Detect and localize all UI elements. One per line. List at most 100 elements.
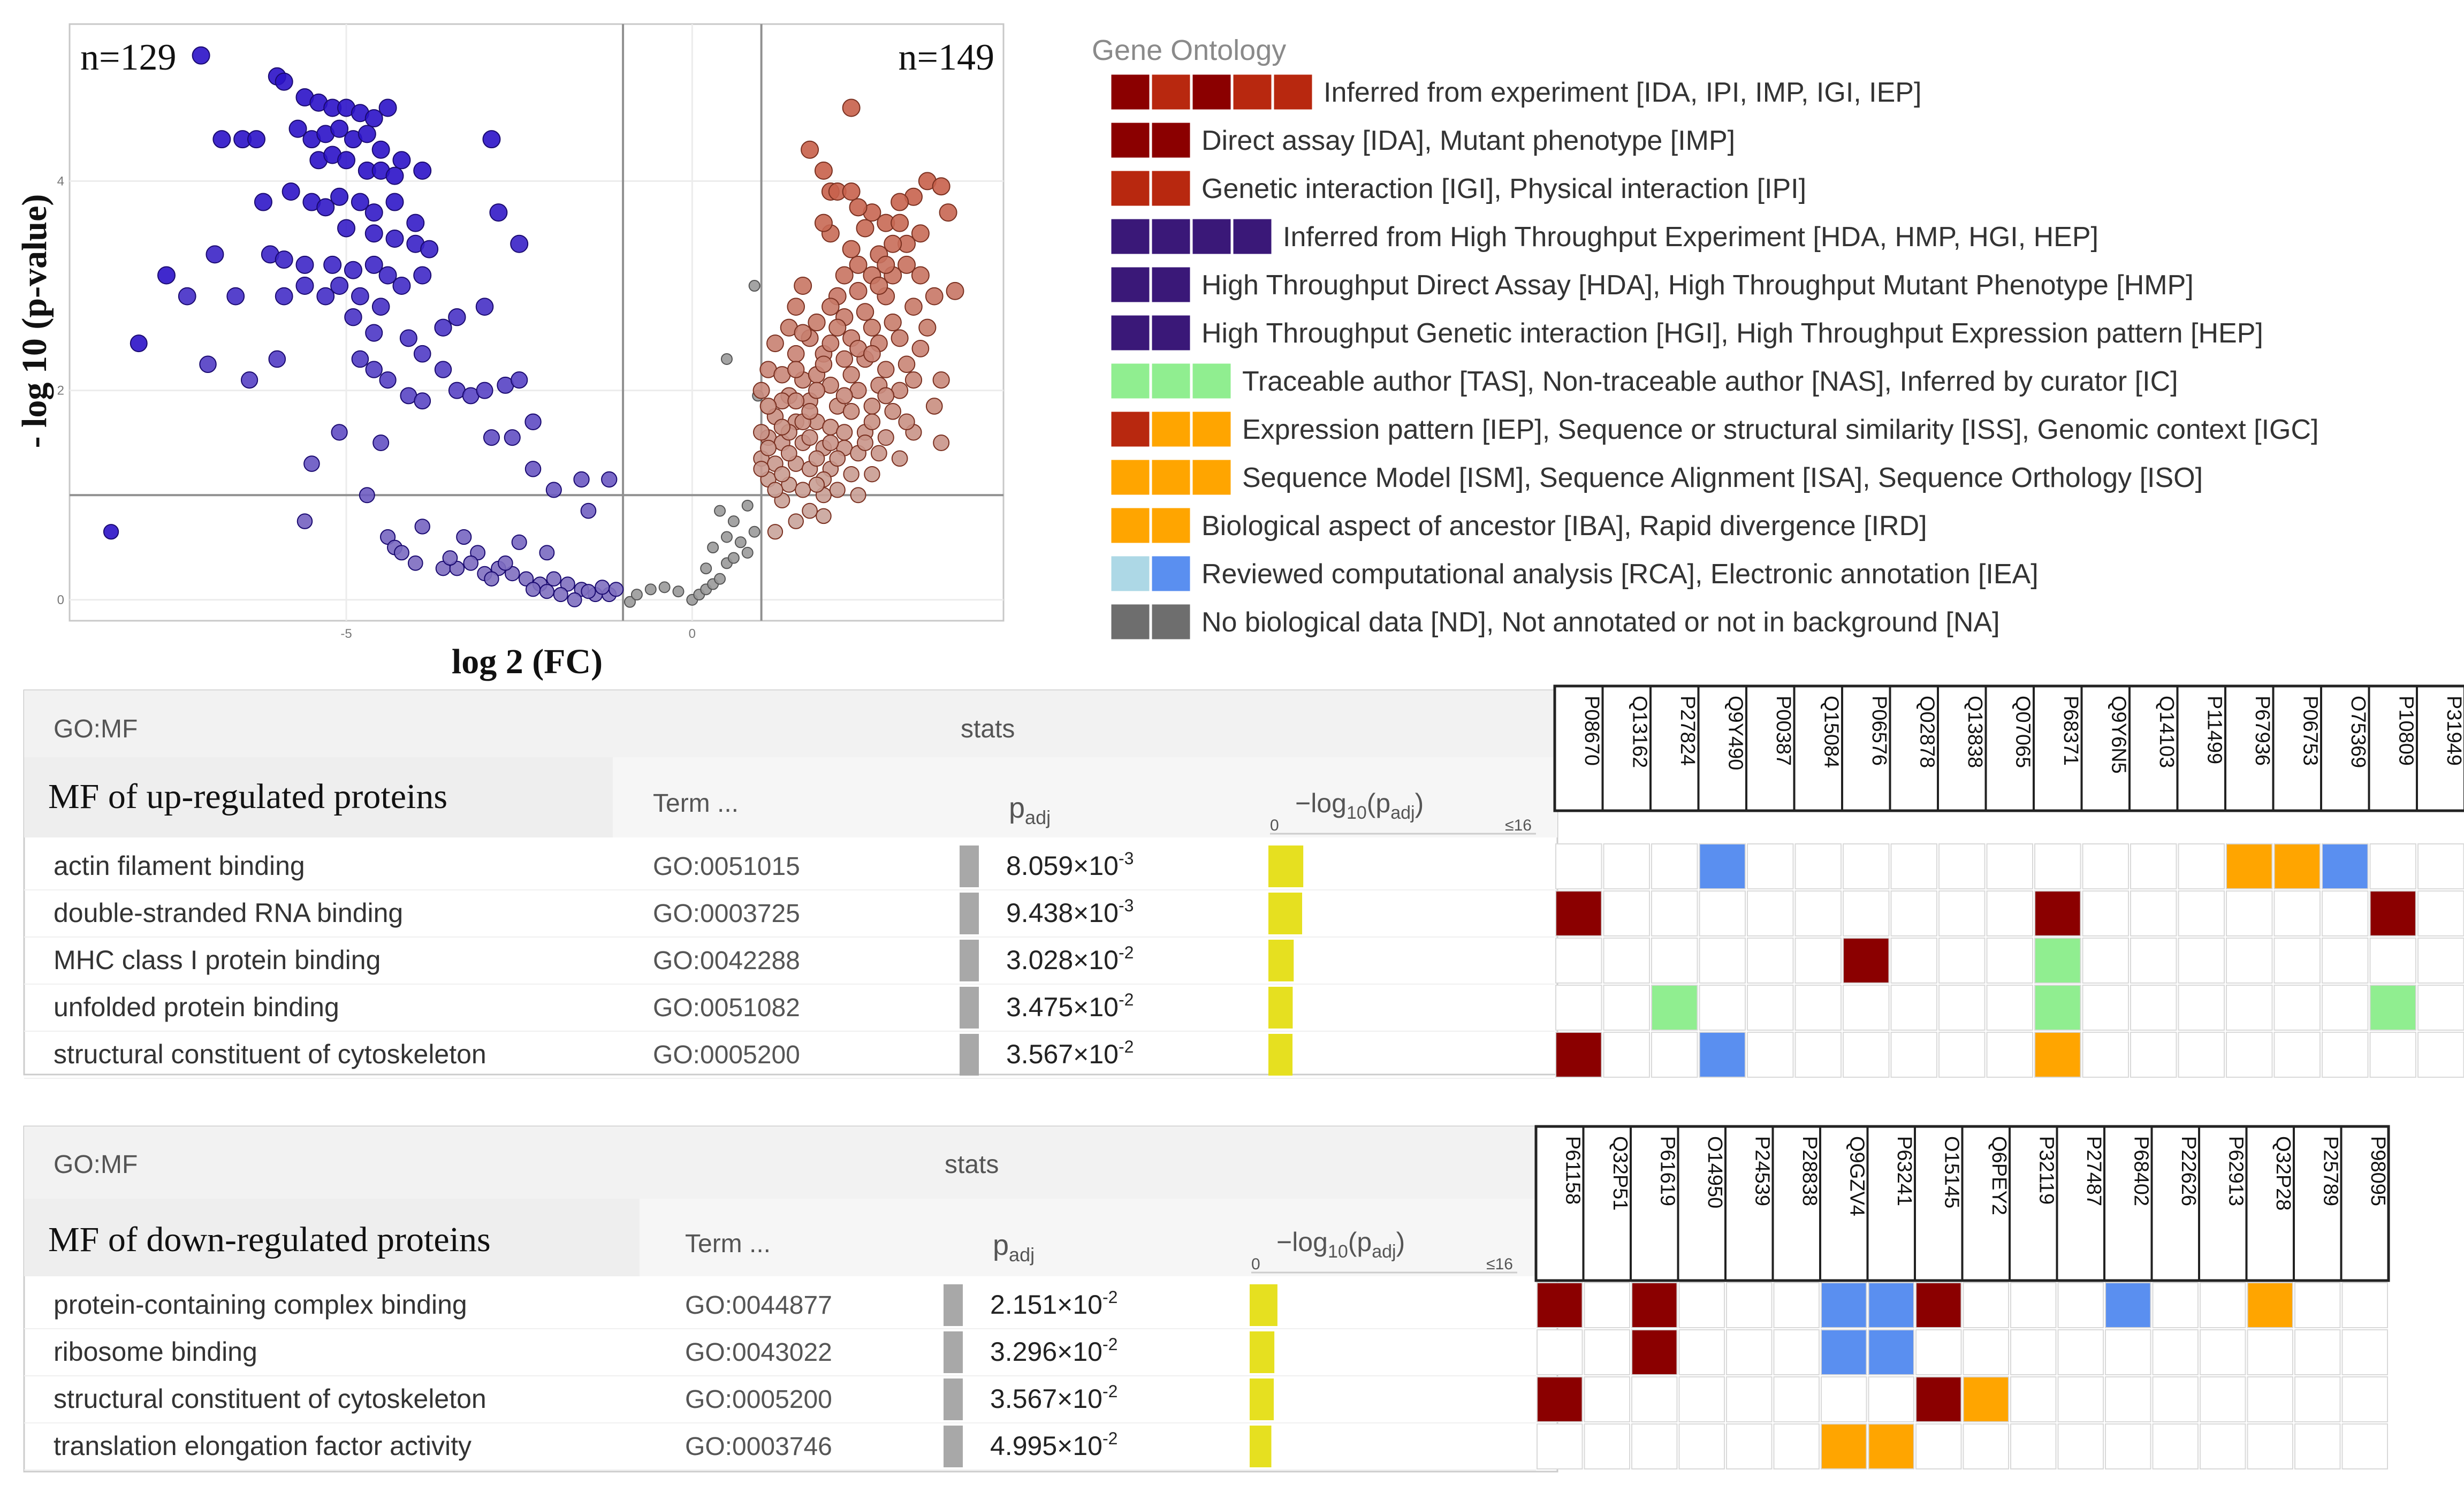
data-point-down-regulated: [364, 255, 383, 274]
table-header-band: [24, 1126, 1557, 1199]
data-point-down-regulated: [331, 424, 348, 441]
data-point-neutral: [727, 515, 740, 528]
data-point-up-regulated: [842, 240, 861, 258]
data-point-up-regulated: [801, 140, 819, 159]
matrix-cell-empty: [1603, 985, 1650, 1031]
data-point-down-regulated: [371, 298, 390, 316]
data-point-neutral: [727, 552, 740, 564]
data-point-down-regulated: [489, 203, 508, 222]
data-point-up-regulated: [884, 402, 901, 420]
data-point-down-regulated: [337, 219, 356, 238]
data-point-up-regulated: [911, 340, 930, 357]
matrix-cell-filled: [1915, 1282, 1962, 1328]
y-tick-label: 0: [57, 593, 64, 607]
data-point-down-regulated: [344, 261, 362, 279]
axis-max: ≤16: [1505, 817, 1532, 834]
matrix-cell-empty: [1821, 1376, 1867, 1422]
data-point-down-regulated: [378, 98, 397, 117]
data-point-neutral: [714, 573, 726, 585]
matrix-cell-empty: [1963, 1282, 2009, 1328]
data-point-up-regulated: [752, 382, 770, 399]
legend-label: High Throughput Genetic interaction [HGI…: [1201, 318, 2263, 349]
matrix-cell-filled: [1631, 1329, 1678, 1375]
legend-swatch: [1191, 217, 1233, 256]
data-point-down-regulated: [510, 234, 529, 253]
protein-id: P61158: [1561, 1136, 1584, 1205]
matrix-cell-empty: [2322, 938, 2369, 984]
data-point-up-regulated: [822, 298, 840, 316]
matrix-cell-empty: [1986, 843, 2033, 889]
matrix-cell-filled: [2034, 938, 2081, 984]
matrix-cell-filled: [1555, 890, 1602, 936]
data-point-down-regulated: [524, 461, 542, 477]
matrix-cell-empty: [2057, 1423, 2104, 1469]
padj-value: 3.567×10-2: [1006, 1037, 1134, 1069]
data-point-down-regulated: [178, 287, 196, 306]
matrix-cell-empty: [2369, 1032, 2416, 1078]
stat-marker: [944, 1378, 963, 1420]
matrix-cell-filled: [2034, 1032, 2081, 1078]
matrix-cell-empty: [2226, 938, 2273, 984]
padj-exponent: -2: [1119, 943, 1134, 962]
term-name: MHC class I protein binding: [54, 945, 381, 975]
matrix-cell-empty: [1843, 890, 1890, 936]
matrix-cell-empty: [1555, 843, 1602, 889]
matrix-cell-empty: [2200, 1329, 2246, 1375]
term-name: structural constituent of cytoskeleton: [54, 1384, 486, 1414]
data-point-up-regulated: [898, 413, 915, 431]
matrix-cell-empty: [2417, 843, 2464, 889]
legend-swatch: [1109, 458, 1151, 497]
matrix-cell-empty: [1678, 1376, 1725, 1422]
matrix-cell-empty: [1773, 1423, 1820, 1469]
data-point-down-regulated: [385, 230, 404, 248]
matrix-cell-empty: [1584, 1376, 1630, 1422]
matrix-cell-empty: [2034, 843, 2081, 889]
matrix-cell-empty: [1794, 843, 1842, 889]
data-point-down-regulated: [371, 140, 390, 159]
go-id: GO:0003746: [685, 1433, 832, 1461]
x-axis-label: log 2 (FC): [452, 642, 603, 681]
matrix-cell-empty: [2341, 1282, 2388, 1328]
data-point-down-regulated: [344, 308, 362, 326]
data-point-down-regulated: [539, 584, 554, 599]
data-point-down-regulated: [407, 555, 423, 571]
data-point-neutral: [748, 525, 761, 538]
matrix-cell-empty: [2273, 890, 2321, 936]
matrix-cell-empty: [1651, 1032, 1698, 1078]
matrix-cell-empty: [1726, 1329, 1773, 1375]
data-point-up-regulated: [835, 387, 853, 405]
axis-ticks: -5 0 0 2 4: [57, 174, 696, 641]
data-point-up-regulated: [918, 318, 937, 337]
data-point-up-regulated: [925, 398, 943, 415]
table-header-band: [24, 690, 1557, 757]
data-point-down-regulated: [364, 203, 383, 222]
protein-id: P31949: [2443, 696, 2464, 766]
protein-id: P06576: [1868, 696, 1890, 766]
data-point-neutral: [741, 499, 754, 512]
data-point-up-regulated: [802, 502, 818, 519]
data-point-down-regulated: [392, 277, 411, 295]
matrix-cell-empty: [1938, 843, 1986, 889]
matrix-cell-empty: [2273, 985, 2321, 1031]
data-point-down-regulated: [199, 355, 217, 373]
matrix-cell-empty: [2294, 1329, 2341, 1375]
legend-swatch: [1150, 169, 1192, 208]
matrix-cell-empty: [2082, 938, 2129, 984]
protein-id: P08670: [1580, 696, 1603, 766]
matrix-cell-empty: [2294, 1282, 2341, 1328]
data-point-up-regulated: [766, 334, 784, 353]
stat-marker: [960, 987, 979, 1029]
matrix-cell-filled: [2273, 843, 2321, 889]
matrix-cell-empty: [2417, 938, 2464, 984]
matrix-cell-empty: [1584, 1282, 1630, 1328]
matrix-cell-empty: [1555, 938, 1602, 984]
data-point-up-regulated: [808, 476, 825, 493]
data-point-up-regulated: [932, 371, 950, 389]
matrix-cell-empty: [1890, 938, 1937, 984]
data-point-down-regulated: [379, 371, 397, 389]
matrix-cell-empty: [1699, 985, 1746, 1031]
data-point-up-regulated: [864, 466, 880, 483]
protein-id: P61619: [1656, 1136, 1678, 1206]
table-title: MF of down-regulated proteins: [48, 1220, 491, 1259]
matrix-cell-empty: [2152, 1376, 2199, 1422]
